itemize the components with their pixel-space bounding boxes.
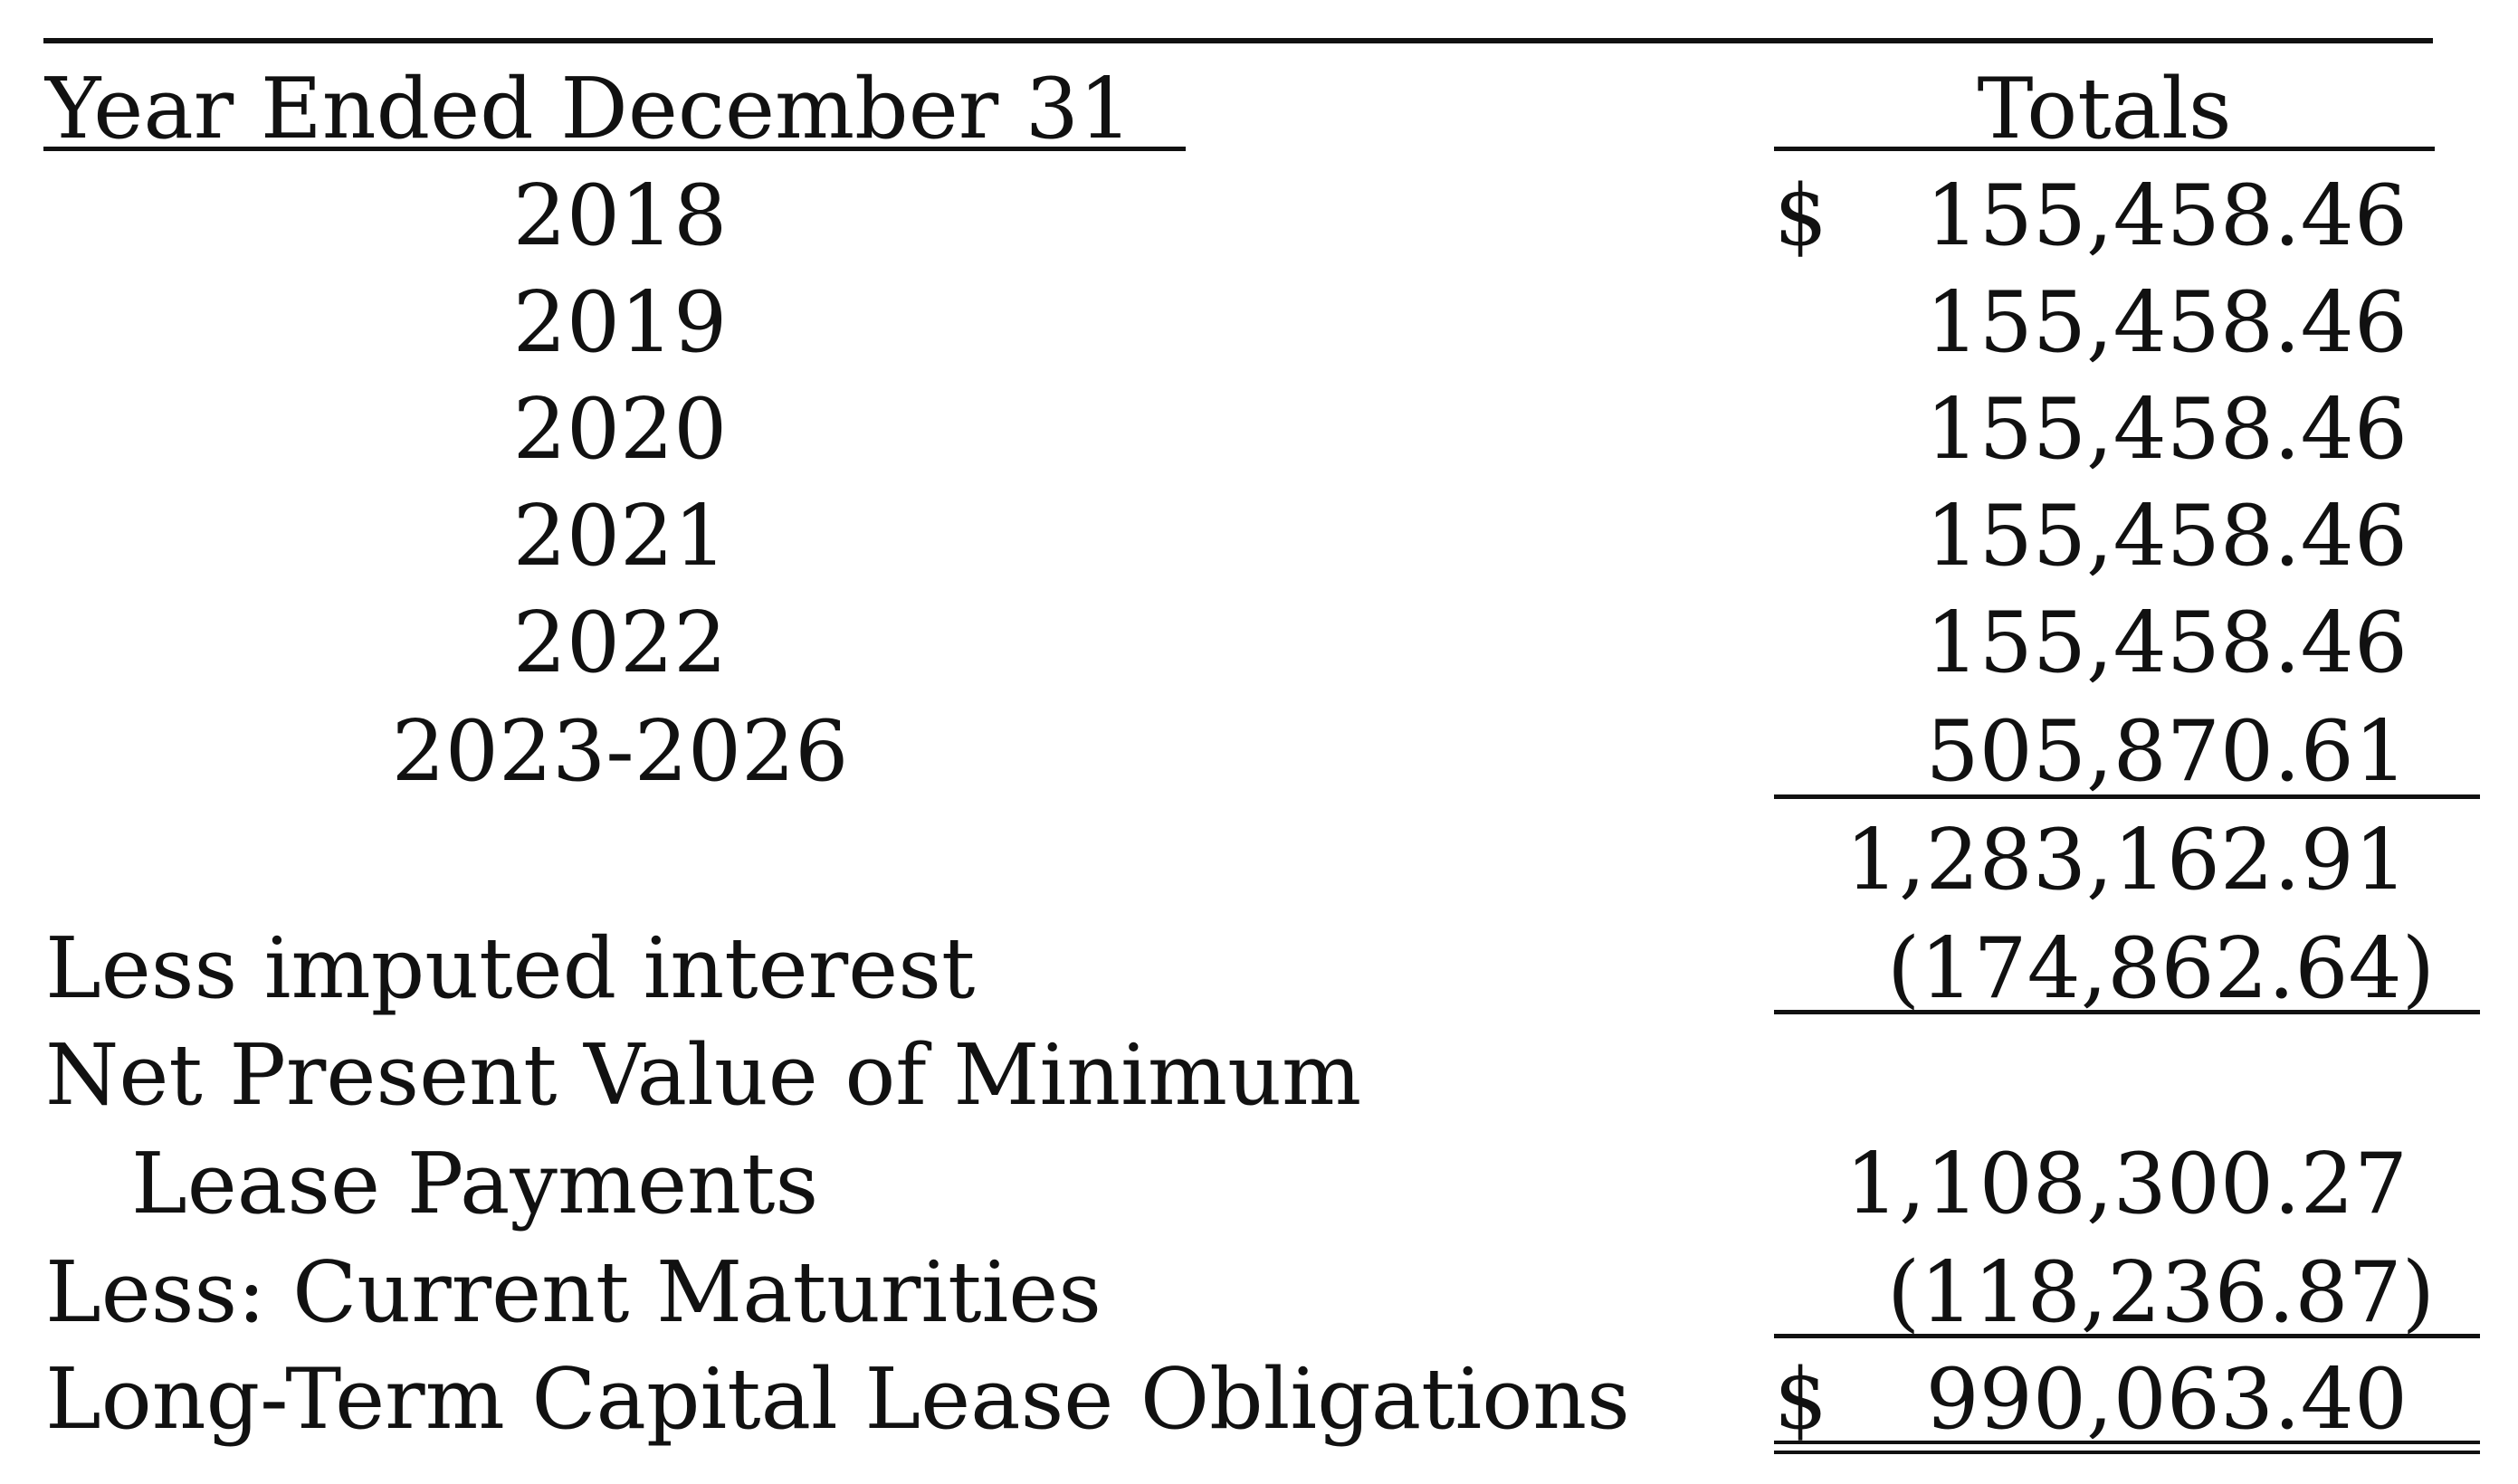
amount-cell: 155,458.46 — [1925, 487, 2408, 585]
totals-header-underline — [1774, 147, 2435, 151]
imputed-interest-rule — [1774, 1010, 2480, 1014]
npv-label-line2: Lease Payments — [131, 1135, 819, 1232]
imputed-interest-amount: (174,862.64) — [1886, 919, 2435, 1017]
top-rule — [43, 38, 2433, 43]
current-maturities-label: Less: Current Maturities — [45, 1243, 1102, 1341]
current-maturities-amount: (118,236.87) — [1886, 1243, 2435, 1341]
long-term-obligations-amount: 990,063.40 — [1925, 1350, 2408, 1448]
subtotal-amount: 1,283,162.91 — [1845, 811, 2408, 908]
currency-symbol-first: $ — [1774, 166, 1828, 264]
amount-cell: 155,458.46 — [1925, 594, 2408, 691]
npv-amount: 1,108,300.27 — [1845, 1135, 2408, 1232]
total-double-rule-top — [1774, 1441, 2480, 1444]
year-column-header: Year Ended December 31 — [45, 60, 1133, 157]
amount-cell: 155,458.46 — [1925, 273, 2408, 371]
totals-column-header: Totals — [1977, 60, 2232, 157]
year-cell: 2023-2026 — [391, 702, 849, 800]
year-header-underline — [43, 147, 1186, 151]
currency-symbol-total: $ — [1774, 1350, 1828, 1448]
year-cell: 2020 — [512, 380, 728, 478]
npv-label-line1: Net Present Value of Minimum — [45, 1026, 1362, 1124]
amount-cell: 155,458.46 — [1925, 380, 2408, 478]
current-maturities-rule — [1774, 1334, 2480, 1338]
amount-cell: 155,458.46 — [1925, 166, 2408, 264]
year-cell: 2021 — [512, 487, 728, 585]
year-cell: 2022 — [512, 594, 728, 691]
year-cell: 2019 — [512, 273, 728, 371]
subtotal-rule — [1774, 794, 2480, 799]
total-double-rule-bottom — [1774, 1451, 2480, 1454]
long-term-obligations-label: Long-Term Capital Lease Obligations — [45, 1350, 1630, 1448]
imputed-interest-label: Less imputed interest — [45, 919, 976, 1017]
amount-cell: 505,870.61 — [1925, 702, 2408, 800]
year-cell: 2018 — [512, 166, 728, 264]
